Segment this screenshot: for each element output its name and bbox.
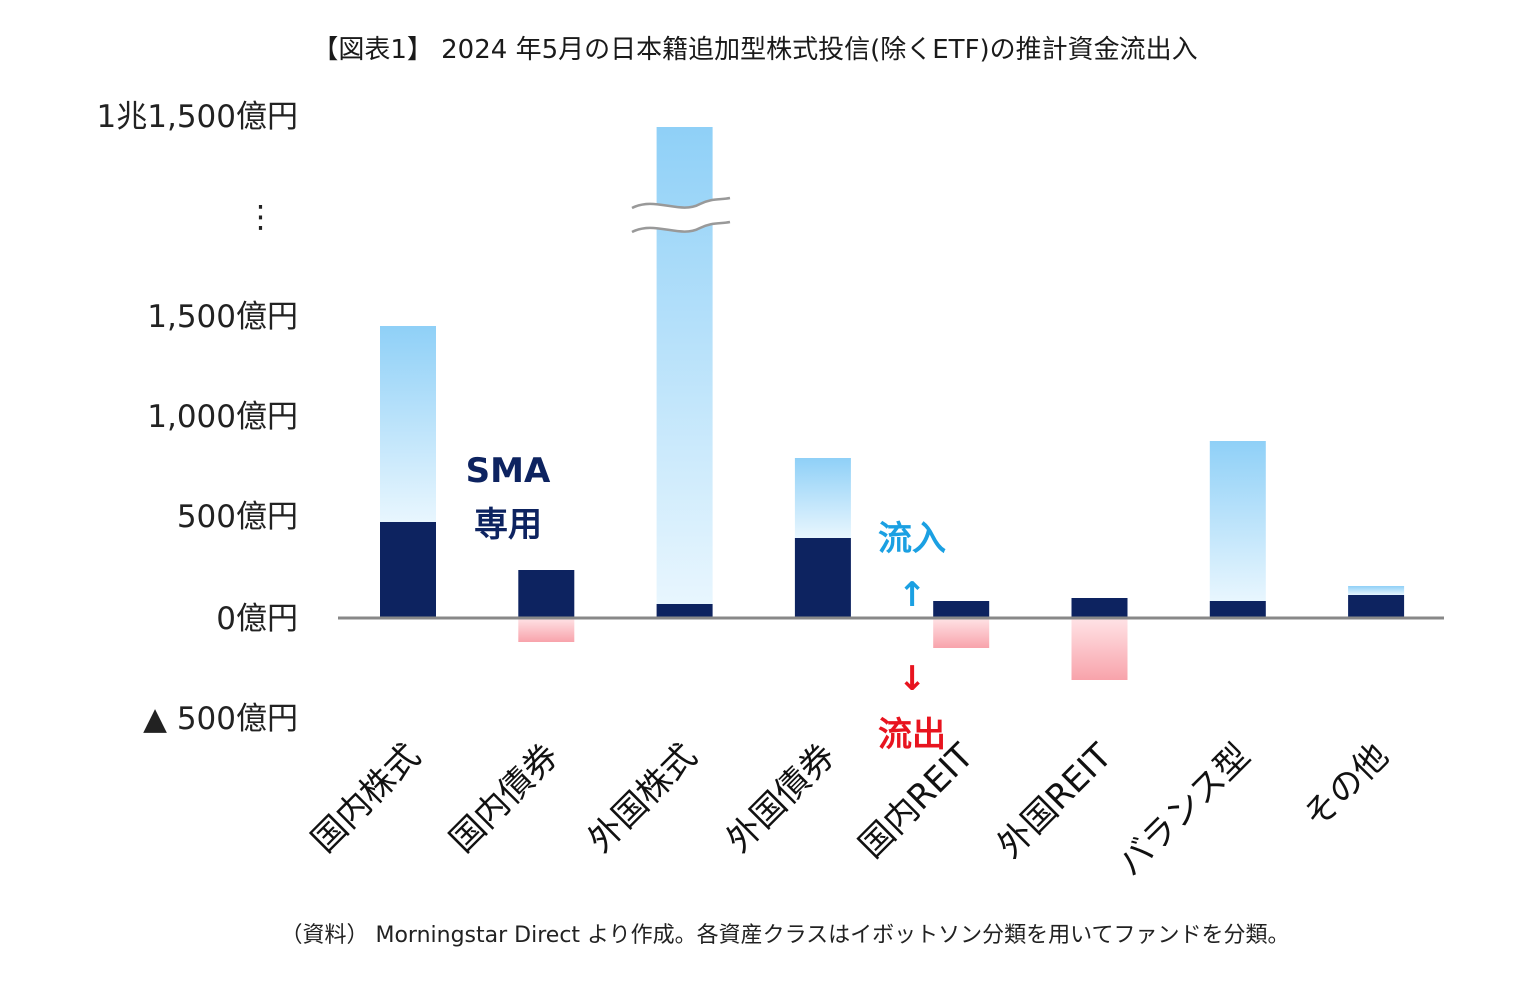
bar-sma-8 [1348, 595, 1405, 618]
outflow-label: 流出 [878, 715, 946, 755]
y-tick-label: 1兆1,500億円 [97, 99, 298, 135]
bar-sma-6 [1071, 598, 1128, 618]
chart-title: 【図表1】 2024 年5月の日本籍追加型株式投信(除くETF)の推計資金流出入 [312, 35, 1197, 65]
bar-sma-2 [518, 570, 575, 618]
y-axis: 1兆1,500億円 ⋮ 1,500億円 1,000億円 500億円 0億円 ▲ 500億円 [97, 99, 298, 737]
y-tick-label: ▲ 500億円 [143, 701, 298, 737]
bar-inflow-4 [794, 458, 851, 538]
x-tick-label: 外国株式 [581, 736, 705, 860]
y-tick-label: 1,000億円 [147, 399, 298, 435]
sma-label-line2: 専用 [474, 505, 542, 545]
x-tick-label: 国内株式 [304, 736, 428, 860]
bar-inflow-8 [1348, 586, 1405, 595]
bar-sma-1 [380, 522, 436, 618]
x-tick-label: 外国REIT [990, 736, 1120, 866]
x-tick-label: その他 [1296, 736, 1396, 836]
x-tick-label: 国内債券 [442, 736, 566, 860]
inflow-label: 流入 [878, 519, 946, 559]
bar-inflow-1 [380, 326, 436, 522]
bar-sma-5 [933, 601, 990, 618]
y-tick-label: 0億円 [216, 601, 298, 637]
x-tick-label: 外国債券 [719, 736, 843, 860]
bar-sma-7 [1209, 601, 1266, 618]
bar-sma-4 [794, 538, 851, 618]
bar-outflow-6 [1071, 618, 1128, 680]
down-arrow-icon: ↓ [898, 659, 927, 699]
axis-break-marker [631, 196, 731, 234]
bar-inflow-7 [1209, 441, 1266, 601]
sma-label-line1: SMA [466, 451, 551, 491]
source-note: （資料） Morningstar Direct より作成。各資産クラスはイボット… [281, 923, 1290, 948]
y-tick-label: 500億円 [177, 499, 298, 535]
bars-group [380, 127, 1405, 680]
bar-outflow-5 [933, 618, 990, 648]
x-tick-label: 国内REIT [852, 736, 982, 866]
up-arrow-icon: ↑ [898, 575, 927, 615]
bar-outflow-2 [518, 618, 575, 642]
y-tick-label: ⋮ [245, 199, 276, 235]
bar-inflow-3 [656, 127, 713, 604]
y-tick-label: 1,500億円 [147, 299, 298, 335]
bar-sma-3 [656, 604, 713, 618]
x-tick-label: バランス型 [1110, 736, 1258, 884]
